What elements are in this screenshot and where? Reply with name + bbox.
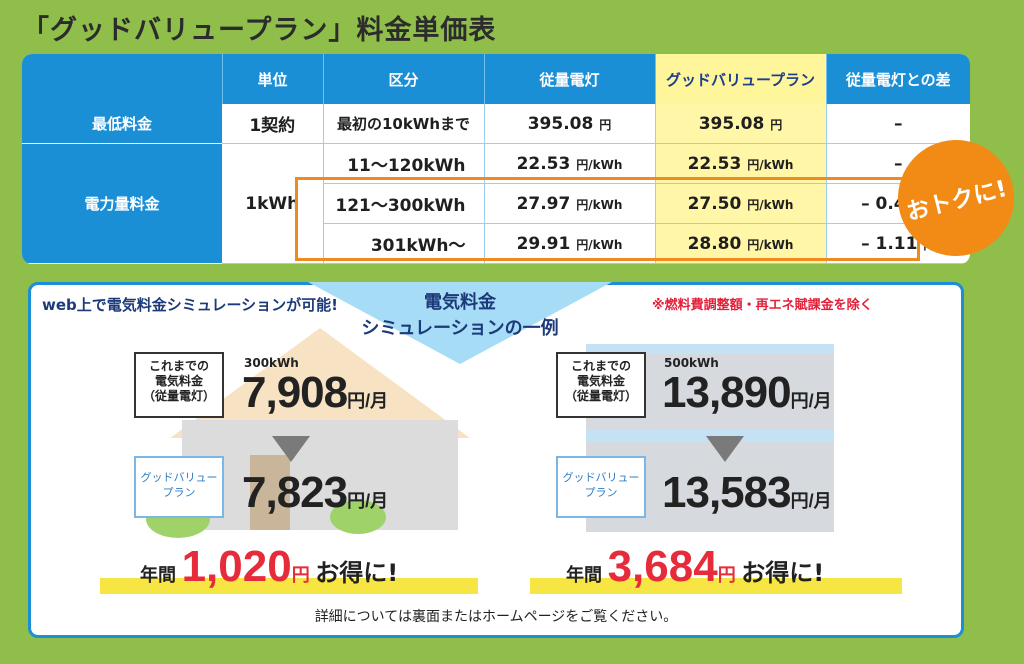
min-charge-diff: – [826,104,970,144]
arrow-down-icon [706,436,744,462]
unit: 円 [291,565,310,586]
min-charge-unit: 1契約 [222,104,324,144]
building-roof-line [586,344,834,354]
min-charge-juryo: 395.08 円 [484,104,656,144]
title-line1: 電気料金 [424,292,496,313]
goodvalue-amount: 13,583円/月 [662,468,832,518]
label-line: プラン [584,486,618,499]
energy-gv: 28.80 円/kWh [655,223,827,264]
value: 22.53 [687,153,742,174]
goodvalue-amount: 7,823円/月 [242,468,388,518]
energy-charge-label: 電力量料金 [22,143,222,264]
value: 395.08 [527,113,594,134]
tail: お得に! [741,559,825,587]
header-diff: 従量電灯との差 [826,54,970,104]
header-goodvalue: グッドバリュープラン [655,54,827,104]
energy-gv: 22.53 円/kWh [655,143,827,184]
value: 1,020 [181,542,292,591]
usage-kwh: 500kWh [664,356,719,370]
unit: 円/kWh [576,157,623,172]
current-plan-label: これまでの 電気料金 （従量電灯） [556,352,646,418]
highlight-band [530,578,902,594]
footer-note: 詳細については裏面またはホームページをご覧ください。 [314,609,678,625]
unit: 円/kWh [576,237,623,252]
value: 29.91 [516,233,571,254]
unit: 円/kWh [747,157,794,172]
label-line: 電気料金 [576,374,625,388]
unit: 円 [599,117,612,132]
min-charge-range: 最初の10kWhまで [323,104,485,144]
table-row: 電力量料金 1kWh 11〜120kWh 22.53 円/kWh 22.53 円… [22,143,970,264]
unit: 円/月 [790,391,832,411]
value: 7,823 [242,468,348,517]
bush [330,500,386,534]
min-charge-label: 最低料金 [22,104,222,144]
value: 27.50 [687,193,742,214]
value: – 1.11 [861,233,918,254]
unit: 円/月 [347,391,389,411]
energy-range: 11〜120kWh [323,143,485,184]
label-line: これまでの [570,359,631,373]
price-table: 単位 区分 従量電灯 グッドバリュープラン 従量電灯との差 最低料金 1契約 最… [22,54,970,264]
value: 395.08 [698,113,765,134]
unit: 円/月 [347,491,389,511]
tail: お得に! [315,559,399,587]
label-line: グッドバリュー [140,471,218,484]
header-blank [22,54,223,104]
energy-juryo: 27.97 円/kWh [484,183,656,224]
unit: 円/kWh [747,237,794,252]
current-plan-label: これまでの 電気料金 （従量電灯） [134,352,224,418]
unit: 円/月 [790,491,832,511]
label: 年間 [566,565,602,586]
energy-range: 301kWh〜 [323,223,485,264]
label-line: （従量電灯） [142,389,215,403]
header-unit: 単位 [222,54,324,104]
value: 13,890 [662,368,792,417]
energy-juryo: 29.91 円/kWh [484,223,656,264]
header-range: 区分 [323,54,485,104]
energy-range: 121〜300kWh [323,183,485,224]
value: 3,684 [607,542,718,591]
label-line: （従量電灯） [564,389,637,403]
value: 13,583 [662,468,792,517]
page-title: 「グッドバリュープラン」料金単価表 [22,15,497,46]
arrow-down-icon [272,436,310,462]
current-amount: 13,890円/月 [662,368,832,418]
energy-juryo: 22.53 円/kWh [484,143,656,184]
min-charge-gv: 395.08 円 [655,104,827,144]
label-line: これまでの [148,359,209,373]
house-door [250,455,290,530]
table-row: 301kWh〜 29.91 円/kWh 28.80 円/kWh – 1.11 円 [22,223,970,264]
unit: 円 [717,565,736,586]
highlight-band [100,578,478,594]
label-line: プラン [162,486,196,499]
unit: 円 [770,117,783,132]
value: 28.80 [687,233,742,254]
energy-gv: 27.50 円/kWh [655,183,827,224]
web-simulation-note: web上で電気料金シミュレーションが可能! [42,296,339,314]
annual-savings: 年間 1,020円 お得に! [140,542,398,592]
annual-savings: 年間 3,684円 お得に! [566,542,824,592]
value: 7,908 [242,368,348,417]
label-line: グッドバリュー [562,471,640,484]
energy-unit: 1kWh [222,143,324,264]
value: – [894,153,903,174]
house-illustration [182,420,458,530]
label: 年間 [140,565,176,586]
fuel-cost-note: ※燃料費調整額・再エネ賦課金を除く [652,298,873,313]
current-amount: 7,908円/月 [242,368,388,418]
unit: 円/kWh [576,197,623,212]
usage-kwh: 300kWh [244,356,299,370]
value: 27.97 [516,193,571,214]
header-juryo: 従量電灯 [484,54,656,104]
label-line: 電気料金 [154,374,203,388]
goodvalue-plan-label: グッドバリュー プラン [134,456,224,518]
value: 22.53 [516,153,571,174]
goodvalue-plan-label: グッドバリュー プラン [556,456,646,518]
table-row: 最低料金 1契約 最初の10kWhまで 395.08 円 395.08 円 – [22,104,970,144]
unit: 円/kWh [747,197,794,212]
